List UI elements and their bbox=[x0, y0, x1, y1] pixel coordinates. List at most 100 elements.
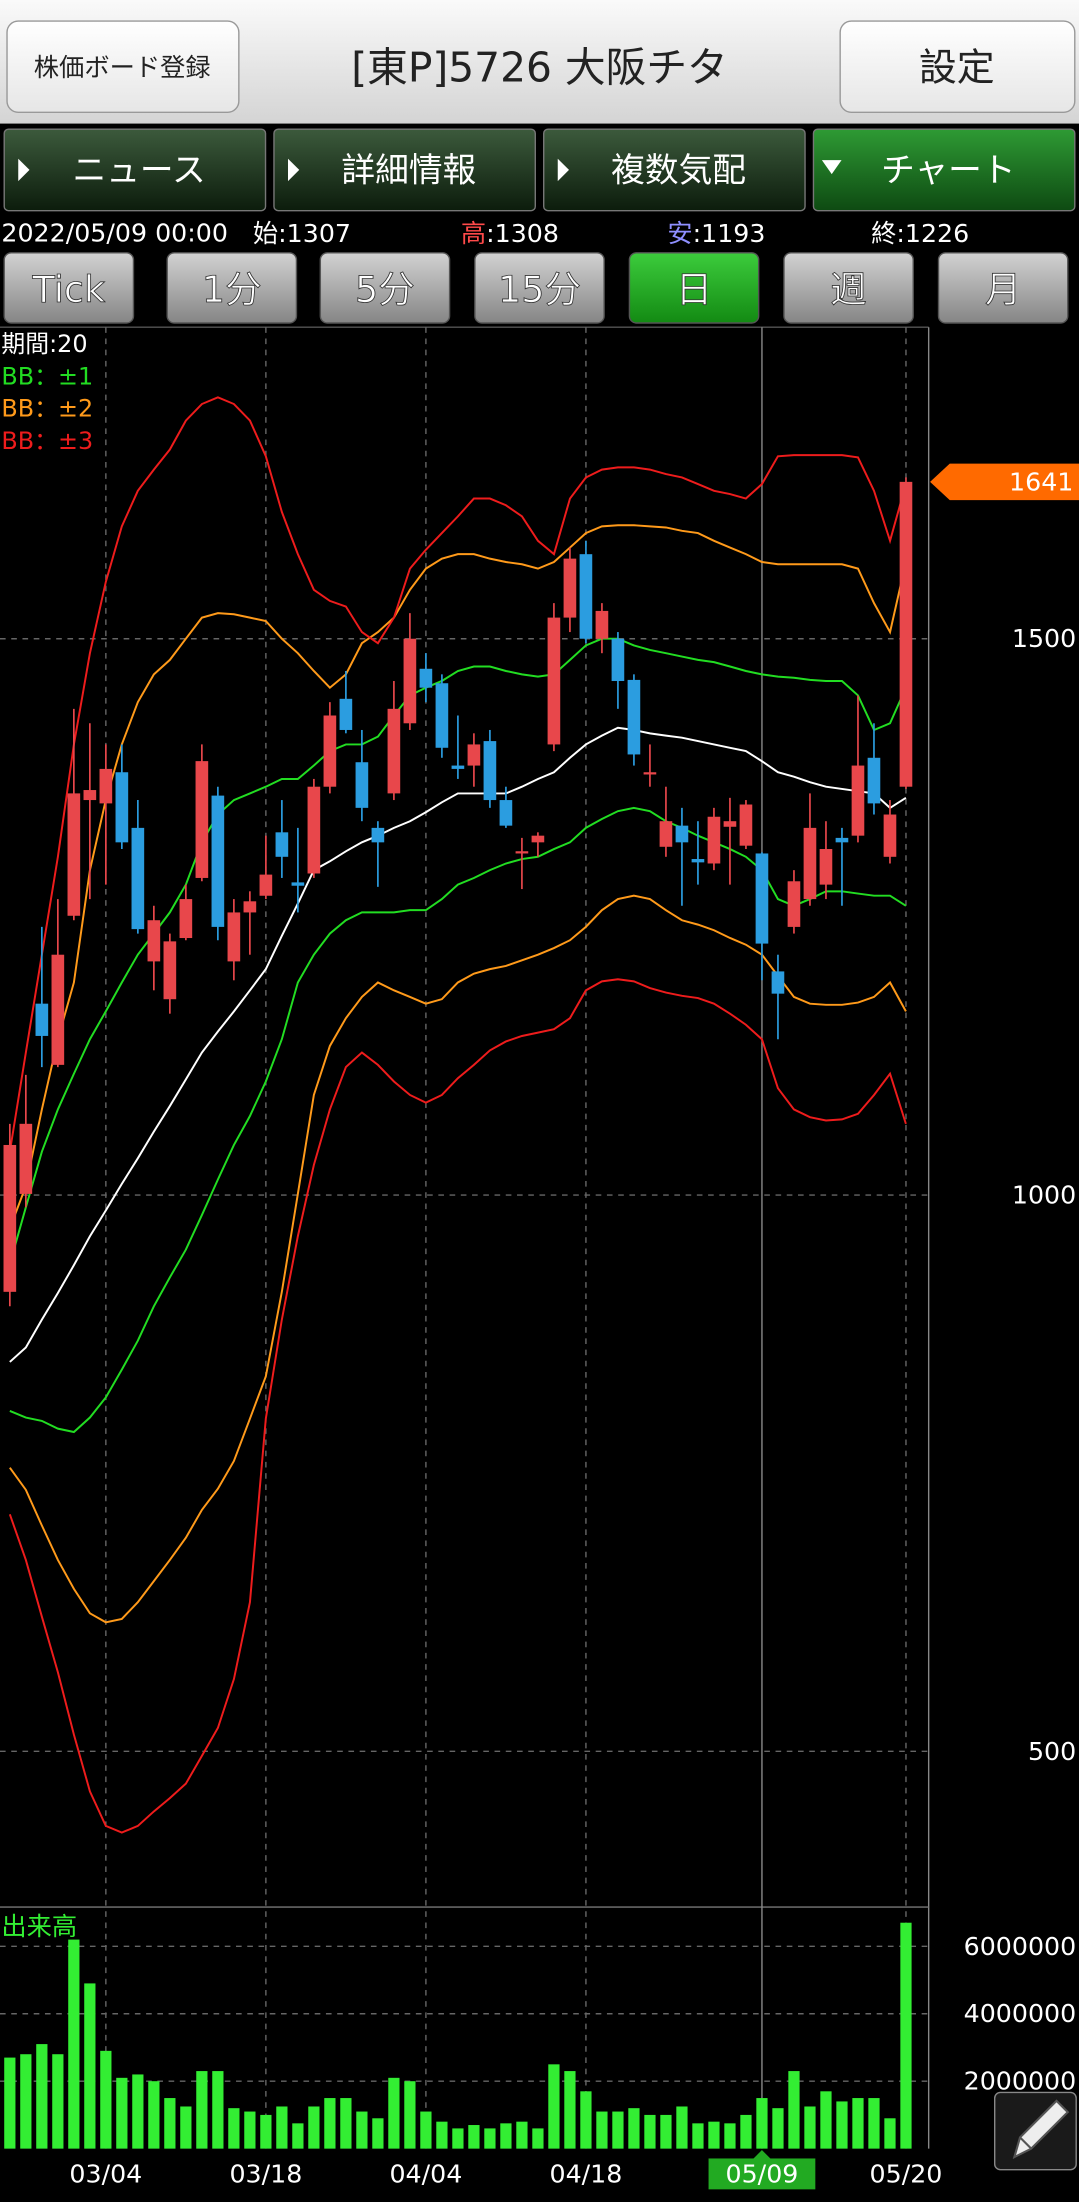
tab-label[interactable]: 詳細情報 bbox=[341, 150, 476, 189]
timeframe-button[interactable] bbox=[319, 252, 451, 324]
tab-arrow bbox=[288, 158, 300, 182]
quote-sep: : bbox=[896, 219, 905, 248]
volume-bar bbox=[324, 2098, 336, 2149]
volume-bar bbox=[196, 2071, 208, 2149]
candle-body bbox=[515, 851, 529, 854]
candle-body bbox=[147, 920, 161, 962]
tab-label[interactable]: 複数気配 bbox=[611, 150, 746, 189]
candle-body bbox=[387, 708, 401, 794]
volume-bar bbox=[868, 2098, 880, 2149]
volume-bar bbox=[436, 2121, 448, 2149]
candle-body bbox=[771, 971, 785, 994]
period-label: 期間:20 bbox=[1, 330, 87, 358]
settings-button[interactable] bbox=[839, 20, 1076, 114]
tab-arrow bbox=[557, 158, 570, 182]
x-tick-label: 05/09 bbox=[726, 2159, 799, 2188]
last-price-label: 1641 bbox=[1009, 467, 1073, 496]
tab[interactable] bbox=[812, 128, 1076, 212]
timeframe-label[interactable]: 15分 bbox=[498, 267, 582, 311]
quote-value: 1193 bbox=[701, 219, 765, 248]
volume-tick-label: 2000000 bbox=[964, 2067, 1077, 2096]
tab[interactable] bbox=[3, 128, 267, 212]
volume-bar bbox=[676, 2106, 688, 2149]
volume-bar bbox=[772, 2108, 784, 2149]
candle-body bbox=[227, 912, 241, 962]
volume-bar bbox=[132, 2074, 144, 2149]
quote-label: 高 bbox=[461, 219, 486, 248]
timeframe-label[interactable]: 週 bbox=[830, 267, 867, 311]
y-tick-label: 1500 bbox=[1012, 624, 1076, 653]
candle-body bbox=[467, 744, 481, 766]
timeframe-button[interactable] bbox=[166, 252, 298, 324]
volume-bar bbox=[404, 2081, 416, 2149]
volume-bar bbox=[68, 1939, 80, 2149]
candle-body bbox=[787, 881, 801, 927]
tab[interactable] bbox=[543, 128, 806, 212]
timeframe-button[interactable] bbox=[628, 252, 760, 324]
candle-body bbox=[355, 762, 369, 808]
timeframe-button[interactable] bbox=[3, 252, 135, 324]
candle-body bbox=[899, 481, 913, 787]
quote-datetime: 2022/05/09 00:00 bbox=[1, 219, 228, 248]
candle-body bbox=[819, 849, 833, 885]
candle-body bbox=[435, 683, 449, 748]
candle-body bbox=[275, 832, 289, 857]
board-register-button[interactable] bbox=[6, 20, 240, 114]
timeframe-button[interactable] bbox=[783, 252, 914, 324]
volume-bar bbox=[660, 2114, 672, 2149]
volume-bar bbox=[836, 2101, 848, 2149]
candle-body bbox=[51, 954, 65, 1065]
cursor-date-pointer bbox=[753, 2150, 771, 2159]
timeframe-label[interactable]: 1分 bbox=[202, 267, 263, 311]
volume-bar bbox=[708, 2121, 720, 2149]
candle-body bbox=[83, 790, 97, 801]
volume-tick-label: 4000000 bbox=[964, 1999, 1077, 2028]
volume-bar bbox=[116, 2077, 128, 2149]
candle-body bbox=[499, 800, 513, 826]
tab[interactable] bbox=[273, 128, 536, 212]
tab-label[interactable]: ニュース bbox=[73, 150, 206, 189]
tab-arrow bbox=[18, 158, 30, 182]
settings-label[interactable]: 設定 bbox=[919, 45, 995, 89]
volume-bar bbox=[292, 2123, 304, 2149]
cursor-date-highlight bbox=[708, 2158, 816, 2190]
timeframe-label[interactable]: 5分 bbox=[355, 267, 416, 311]
candle-body bbox=[451, 765, 465, 769]
candle-body bbox=[595, 610, 609, 639]
timeframe-label[interactable]: 日 bbox=[675, 267, 713, 311]
candle-body bbox=[115, 772, 129, 843]
timeframe-button[interactable] bbox=[937, 252, 1069, 324]
candle-body bbox=[323, 715, 337, 787]
last-price-tag bbox=[930, 463, 1079, 501]
volume-bar bbox=[884, 2118, 896, 2149]
candle-body bbox=[67, 793, 81, 916]
candle-body bbox=[35, 1003, 49, 1036]
candle-body bbox=[611, 638, 625, 682]
volume-bar bbox=[548, 2064, 560, 2149]
candle-body bbox=[803, 827, 817, 900]
y-tick-label: 500 bbox=[1028, 1737, 1076, 1766]
stock-title: [東P]5726 大阪チタ bbox=[351, 43, 728, 91]
volume-bar bbox=[36, 2044, 48, 2149]
volume-bar bbox=[804, 2106, 816, 2149]
candle-body bbox=[883, 814, 897, 857]
candle-body bbox=[851, 765, 865, 836]
tab-arrow bbox=[821, 160, 842, 175]
volume-bar bbox=[20, 2054, 32, 2149]
pencil-icon[interactable] bbox=[1012, 2099, 1070, 2160]
timeframe-label[interactable]: 月 bbox=[984, 267, 1022, 311]
legend-entry: BB：±1 bbox=[1, 362, 93, 390]
volume-bar bbox=[356, 2111, 368, 2149]
tab-label[interactable]: チャート bbox=[881, 150, 1016, 189]
candle-body bbox=[195, 761, 209, 878]
timeframe-button[interactable] bbox=[474, 252, 605, 324]
timeframe-label[interactable]: Tick bbox=[31, 267, 106, 311]
quote-sep: : bbox=[278, 219, 287, 248]
volume-bar bbox=[500, 2123, 512, 2149]
candle-body bbox=[243, 901, 257, 913]
board-register-label[interactable]: 株価ボード登録 bbox=[34, 53, 211, 82]
volume-bar bbox=[612, 2111, 624, 2149]
